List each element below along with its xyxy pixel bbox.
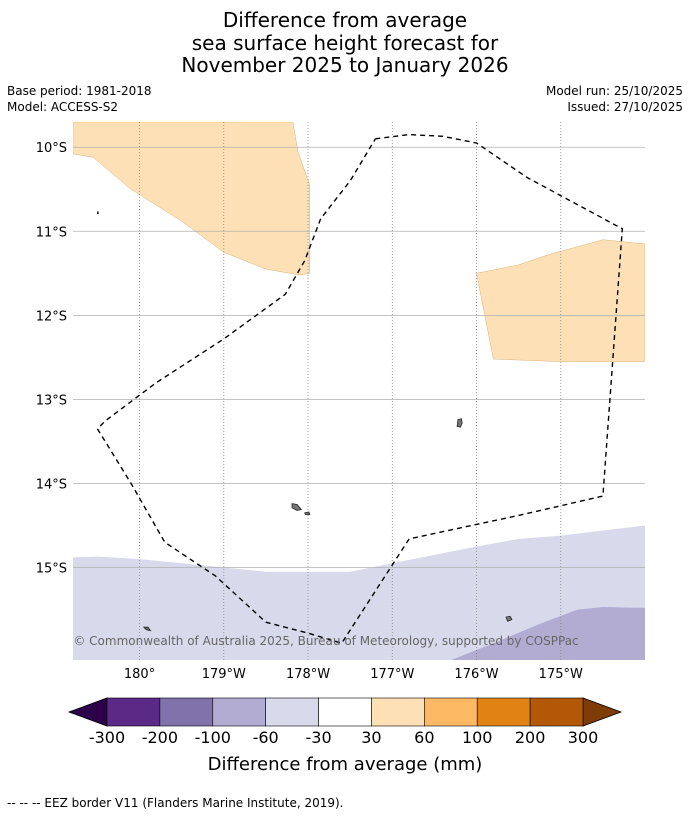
colorbar-segment-3 bbox=[212, 697, 266, 727]
title-line-1: Difference from average bbox=[222, 8, 468, 32]
colorbar-tick-label: 300 bbox=[568, 728, 599, 747]
x-tick-label: 180° bbox=[124, 667, 155, 682]
x-tick-label: 178°W bbox=[286, 667, 330, 682]
colorbar-segment-6 bbox=[371, 697, 425, 727]
title-line-2: sea surface height forecast for bbox=[191, 30, 499, 55]
y-tick-label: 12°S bbox=[36, 309, 67, 324]
colorbar-tick-label: -300 bbox=[89, 728, 125, 747]
colorbar-tick-label: 30 bbox=[361, 728, 381, 747]
colorbar-segment-7 bbox=[424, 697, 478, 727]
island-3 bbox=[304, 511, 311, 515]
eez-border-line bbox=[96, 133, 624, 645]
colorbar-tick-label: 100 bbox=[462, 728, 493, 747]
copyright-note: © Commonwealth of Australia 2025, Bureau… bbox=[73, 634, 578, 648]
anomaly-region-1 bbox=[73, 122, 310, 276]
title-line-3: November 2025 to January 2026 bbox=[181, 53, 509, 77]
y-tick-label: 10°S bbox=[36, 141, 67, 156]
colorbar-tick-label: -30 bbox=[305, 728, 331, 747]
colorbar-label: Difference from average (mm) bbox=[208, 754, 483, 775]
x-tick-label: 176°W bbox=[454, 667, 498, 682]
map-plot-area: 10°S 11°S 12°S 13°S 14°S 15°S 180° 179°W 178°W 17… bbox=[36, 122, 645, 682]
meta-left: Base period: 1981-2018 Model: ACCESS-S2 bbox=[7, 84, 152, 115]
chart-title: Difference from average sea surface heig… bbox=[0, 9, 690, 77]
y-tick-label: 13°S bbox=[36, 393, 67, 408]
colorbar-segment-4 bbox=[265, 697, 319, 727]
anomaly-region-3 bbox=[73, 525, 645, 660]
colorbar-segment-1 bbox=[106, 697, 161, 727]
base-period: Base period: 1981-2018 bbox=[7, 84, 152, 98]
island-4 bbox=[505, 615, 513, 622]
colorbar-segment-8 bbox=[476, 697, 531, 727]
colorbar-segment-5 bbox=[318, 697, 372, 727]
island-2 bbox=[291, 503, 303, 511]
x-tick-label: 175°W bbox=[539, 667, 583, 682]
colorbar-over-arrow bbox=[582, 697, 623, 727]
colorbar-tick-label: -100 bbox=[195, 728, 231, 747]
colorbar-tick-label: 200 bbox=[515, 728, 546, 747]
map-layers bbox=[73, 122, 645, 660]
anomaly-region-2 bbox=[476, 239, 645, 362]
eez-footer-note: -- -- -- EEZ border V11 (Flanders Marine… bbox=[7, 796, 344, 810]
colorbar-under-arrow bbox=[67, 697, 108, 727]
colorbar-segment-2 bbox=[159, 697, 214, 727]
island-5 bbox=[97, 211, 99, 215]
colorbar-tick-label: -200 bbox=[142, 728, 178, 747]
y-tick-label: 11°S bbox=[36, 225, 67, 240]
colorbar-tick-label: 60 bbox=[414, 728, 434, 747]
y-tick-label: 15°S bbox=[36, 562, 67, 577]
issued-date: Issued: 27/10/2025 bbox=[567, 99, 683, 114]
model-name: Model: ACCESS-S2 bbox=[7, 99, 119, 114]
colorbar-tick-label: -60 bbox=[253, 728, 279, 747]
colorbar-segment-9 bbox=[529, 697, 584, 727]
y-tick-label: 14°S bbox=[36, 477, 67, 492]
x-tick-label: 179°W bbox=[202, 667, 246, 682]
x-tick-label: 177°W bbox=[370, 667, 414, 682]
meta-right: Model run: 25/10/2025 Issued: 27/10/2025 bbox=[546, 84, 683, 115]
colorbar: -300 -200 -100 -60 -30 30 60 100 200 300 bbox=[67, 697, 623, 747]
island-6 bbox=[142, 626, 152, 632]
anomaly-region-4 bbox=[451, 607, 645, 660]
island-1 bbox=[456, 418, 463, 428]
model-run: Model run: 25/10/2025 bbox=[545, 84, 683, 98]
